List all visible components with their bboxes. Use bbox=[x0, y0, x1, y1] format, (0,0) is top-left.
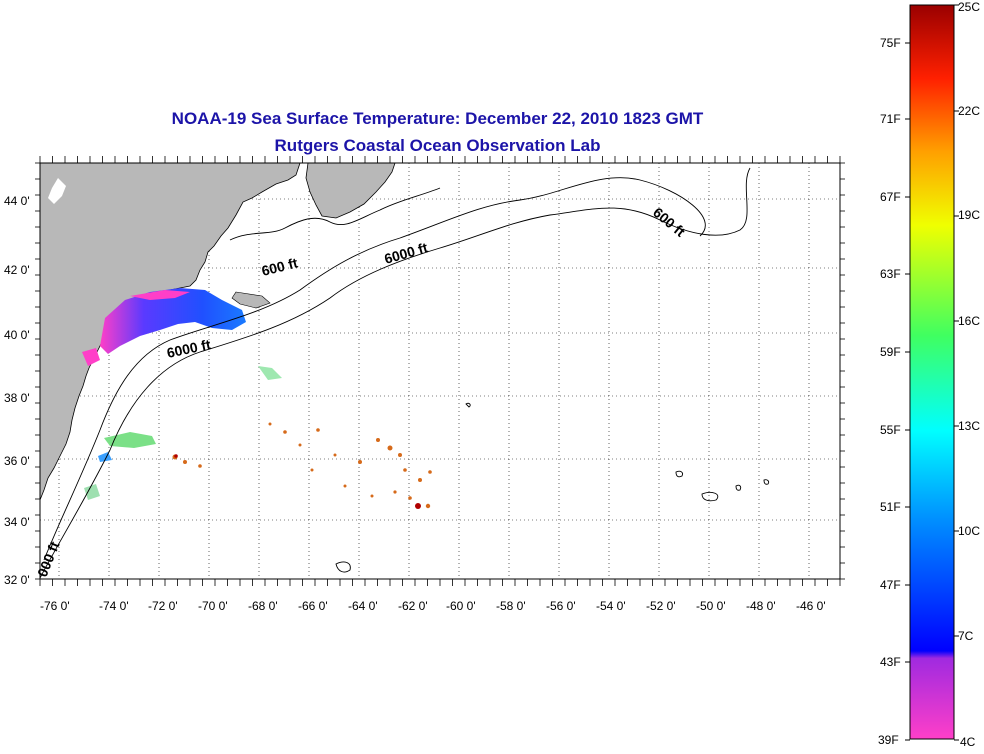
colorbar-f-label: 63F bbox=[880, 267, 901, 281]
lon-label: -48 0' bbox=[746, 599, 776, 613]
colorbar-f-label: 39F bbox=[878, 733, 899, 747]
lon-label: -68 0' bbox=[248, 599, 278, 613]
lon-label: -52 0' bbox=[646, 599, 676, 613]
lat-label: 32 0' bbox=[4, 573, 30, 587]
colorbar-c-label: 19C bbox=[958, 208, 980, 222]
map-frame: 600 ft 6000 ft 600 ft 6000 ft 000 ft bbox=[34, 156, 845, 586]
depth-contours bbox=[39, 167, 770, 579]
lon-label: -54 0' bbox=[596, 599, 626, 613]
lat-label: 42 0' bbox=[4, 263, 30, 277]
colorbar-gradient bbox=[909, 4, 955, 740]
axis-ticks bbox=[35, 156, 845, 586]
lon-label: -56 0' bbox=[546, 599, 576, 613]
map-title: NOAA-19 Sea Surface Temperature: Decembe… bbox=[171, 109, 704, 128]
colorbar-f-label: 67F bbox=[880, 190, 901, 204]
map-subtitle: Rutgers Coastal Ocean Observation Lab bbox=[274, 136, 601, 155]
longitude-axis: -76 0' -74 0' -72 0' -70 0' -68 0' -66 0… bbox=[40, 599, 826, 613]
colorbar-c-label: 16C bbox=[958, 314, 980, 328]
colorbar-f-label: 71F bbox=[880, 112, 901, 126]
colorbar: 75F 71F 67F 63F 59F 55F 51F 47F 43F 39F … bbox=[878, 0, 980, 749]
colorbar-ticks bbox=[905, 4, 959, 741]
lat-label: 34 0' bbox=[4, 515, 30, 529]
lon-label: -62 0' bbox=[398, 599, 428, 613]
latitude-axis: 44 0' 42 0' 40 0' 38 0' 36 0' 34 0' 32 0… bbox=[4, 194, 30, 587]
colorbar-f-label: 43F bbox=[880, 655, 901, 669]
colorbar-f-label: 75F bbox=[880, 36, 901, 50]
colorbar-f-label: 51F bbox=[880, 500, 901, 514]
lon-label: -70 0' bbox=[198, 599, 228, 613]
colorbar-f-label: 47F bbox=[880, 578, 901, 592]
lon-label: -46 0' bbox=[796, 599, 826, 613]
colorbar-c-label: 25C bbox=[958, 0, 980, 14]
lon-label: -60 0' bbox=[446, 599, 476, 613]
colorbar-c-label: 22C bbox=[958, 104, 980, 118]
lon-label: -64 0' bbox=[348, 599, 378, 613]
lon-label: -50 0' bbox=[696, 599, 726, 613]
lat-label: 40 0' bbox=[4, 328, 30, 342]
lon-label: -74 0' bbox=[99, 599, 129, 613]
colorbar-c-label: 4C bbox=[960, 735, 976, 749]
lon-label: -58 0' bbox=[496, 599, 526, 613]
sst-data bbox=[82, 288, 432, 509]
lon-label: -76 0' bbox=[40, 599, 70, 613]
colorbar-c-label: 13C bbox=[958, 419, 980, 433]
lat-label: 38 0' bbox=[4, 391, 30, 405]
colorbar-f-label: 55F bbox=[880, 423, 901, 437]
colorbar-f-label: 59F bbox=[880, 345, 901, 359]
lon-label: -72 0' bbox=[148, 599, 178, 613]
gridlines bbox=[40, 163, 840, 579]
lat-label: 36 0' bbox=[4, 454, 30, 468]
colorbar-c-label: 10C bbox=[958, 524, 980, 538]
lon-label: -66 0' bbox=[298, 599, 328, 613]
lat-label: 44 0' bbox=[4, 194, 30, 208]
colorbar-c-label: 7C bbox=[958, 629, 974, 643]
land-mass bbox=[39, 162, 396, 501]
